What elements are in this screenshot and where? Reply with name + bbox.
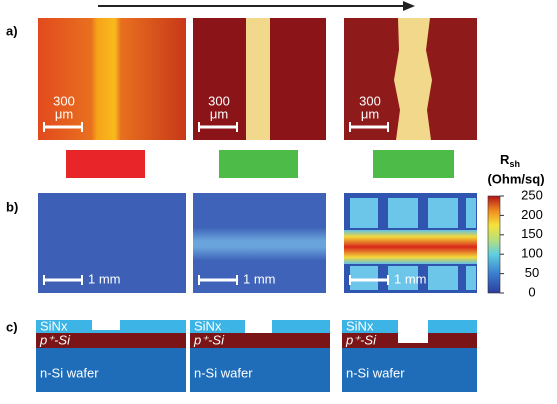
layer-label: p⁺-Si [39, 332, 71, 347]
panel-label: a) [6, 23, 18, 38]
panel-label: b) [6, 199, 18, 214]
diagram [36, 320, 186, 392]
arrow-head [403, 1, 415, 11]
scale-label: 300 [359, 93, 381, 108]
grid-squares [350, 198, 476, 290]
scale-label: 300 [53, 93, 75, 108]
image [38, 193, 186, 293]
subscript: sh [509, 159, 520, 169]
colorbar-tick-label: 50 [525, 265, 539, 280]
colorbar-tick-label: 150 [521, 226, 543, 241]
layer-label: SiNx [194, 318, 222, 333]
colorbar-unit: (Ohm/sq) [487, 171, 544, 186]
layer-label: n-Si wafer [346, 365, 405, 380]
scale-label: 1 mm [88, 271, 121, 286]
stripe [246, 18, 270, 140]
layer-label: SiNx [40, 318, 68, 333]
layer-label: p⁺-Si [193, 332, 225, 347]
scale-label: 1 mm [394, 271, 427, 286]
scale-label: 1 mm [243, 271, 276, 286]
scale-label: 300 [208, 93, 230, 108]
status-bar [66, 150, 145, 178]
symbol: R [500, 152, 510, 167]
diagram [190, 320, 330, 392]
status-bar [219, 150, 298, 178]
scale-label: μm [210, 106, 228, 121]
layer-label: p⁺-Si [345, 332, 377, 347]
scale-label: μm [361, 106, 379, 121]
band [193, 228, 326, 260]
colorbar-tick-label: 0 [528, 284, 535, 299]
colorbar-tick-label: 200 [521, 207, 543, 222]
layer-label: SiNx [346, 318, 374, 333]
colorbar-tick-label: 100 [521, 246, 543, 261]
colorbar-tick-label: 250 [521, 187, 543, 202]
band [344, 230, 477, 264]
image [38, 18, 186, 140]
diagram [342, 320, 477, 392]
panel-label: c) [6, 319, 18, 334]
status-bar [373, 150, 454, 178]
colorbar [487, 195, 501, 294]
layer-label: n-Si wafer [40, 365, 99, 380]
layer-label: n-Si wafer [194, 365, 253, 380]
colorbar-title: Rsh [500, 152, 520, 169]
scale-label: μm [55, 106, 73, 121]
stripe [394, 18, 432, 140]
